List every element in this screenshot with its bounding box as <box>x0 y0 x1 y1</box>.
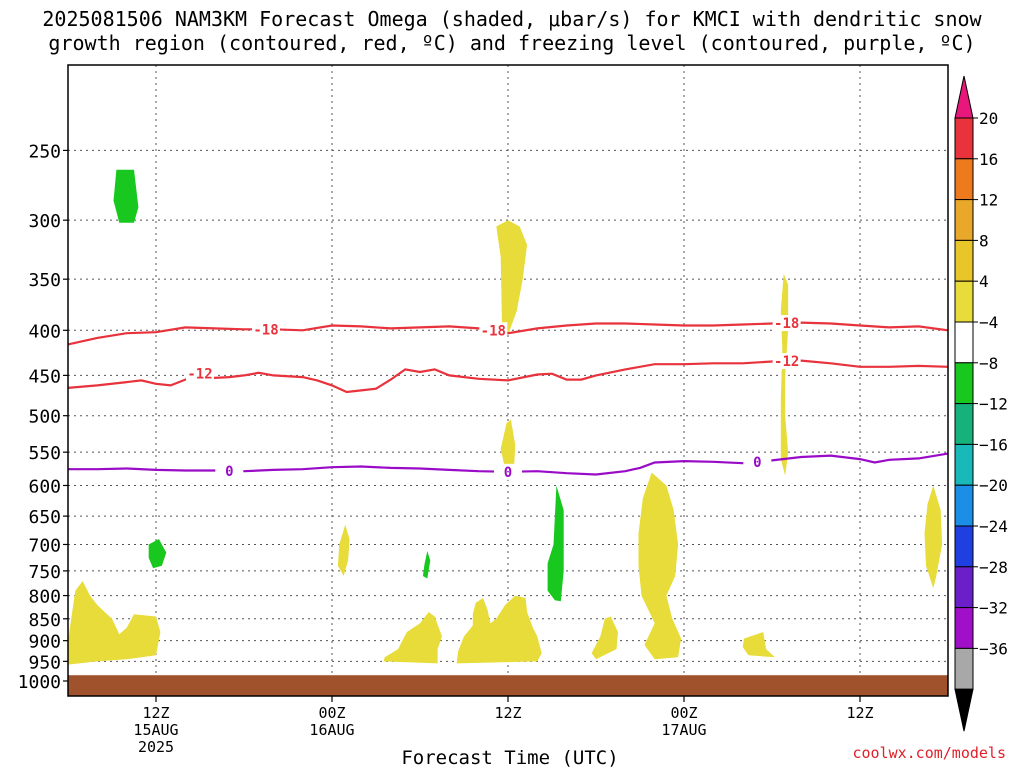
omega-region-pos <box>456 595 542 664</box>
contour-label: -12 <box>187 367 212 383</box>
colorbar-band <box>954 321 974 364</box>
omega-region-pos <box>383 612 442 664</box>
chart-title-line-2: growth region (contoured, red, ºC) and f… <box>48 31 976 55</box>
colorbar-band <box>954 239 974 282</box>
colorbar-band <box>954 362 974 405</box>
colorbar-band <box>954 525 974 568</box>
contour-label-bg <box>772 353 801 370</box>
x-tick-label: 16AUG <box>309 721 354 739</box>
colorbar-band <box>954 607 974 649</box>
colorbar-label: 20 <box>979 109 998 128</box>
colorbar-band <box>954 158 974 201</box>
y-tick-label: 800 <box>28 587 61 608</box>
contour-label: 0 <box>504 465 512 481</box>
colorbar-band <box>954 117 974 160</box>
colorbar-label: −32 <box>979 599 1008 618</box>
omega-region-neg <box>422 551 431 579</box>
contour-label: -18 <box>481 323 506 339</box>
y-tick-label: 650 <box>28 507 61 528</box>
colorbar-label: −36 <box>979 639 1008 658</box>
colorbar-label: −24 <box>979 517 1008 536</box>
y-tick-label: 750 <box>28 562 61 583</box>
y-tick-label: 350 <box>28 270 61 291</box>
x-tick-label: 15AUG <box>133 721 178 739</box>
x-tick-label: 12Z <box>846 704 873 722</box>
contour-label-bg <box>215 462 244 479</box>
y-tick-label: 950 <box>28 652 61 673</box>
colorbar-bottom-arrow <box>954 688 974 732</box>
colorbar-band <box>954 647 974 690</box>
ground-band <box>68 675 948 696</box>
omega-region-neg <box>113 169 139 223</box>
x-tick-label: 12Z <box>142 704 169 722</box>
colorbar-band <box>954 403 974 445</box>
colorbar-band <box>954 199 974 241</box>
contour-label: -12 <box>774 354 799 370</box>
colorbar-band <box>954 443 974 486</box>
y-tick-label: 1000 <box>18 672 61 693</box>
colorbar-label: −20 <box>979 476 1008 495</box>
colorbar-label: −28 <box>979 558 1008 577</box>
contour-label: 0 <box>225 464 233 480</box>
omega-region-pos <box>742 632 775 658</box>
colorbar-band <box>954 566 974 609</box>
y-tick-label: 250 <box>28 141 61 162</box>
watermark: coolwx.com/models <box>852 744 1006 762</box>
colorbar-label: 16 <box>979 150 998 169</box>
omega-region-pos <box>337 524 350 576</box>
omega-region-pos <box>496 220 528 335</box>
omega-region-pos <box>68 581 161 665</box>
x-tick-label: 12Z <box>494 704 521 722</box>
x-tick-label: 17AUG <box>661 721 706 739</box>
y-tick-label: 700 <box>28 535 61 556</box>
y-tick-label: 450 <box>28 366 61 387</box>
contour-label-bg <box>743 453 772 470</box>
colorbar-label: −4 <box>979 313 998 332</box>
contour-label-bg <box>772 315 801 332</box>
x-axis-label: Forecast Time (UTC) <box>401 747 618 768</box>
colorbar-label: 12 <box>979 191 998 210</box>
contour-label-bg <box>252 321 280 338</box>
contour-label-bg <box>479 322 508 339</box>
colorbar-label: −16 <box>979 435 1008 454</box>
omega-region-pos <box>924 485 943 589</box>
colorbar-label: 4 <box>979 272 989 291</box>
x-tick-label: 00Z <box>318 704 345 722</box>
contour-label: 0 <box>753 455 761 471</box>
contour-label-bg <box>494 463 522 480</box>
y-tick-label: 550 <box>28 443 61 464</box>
chart-title-line-1: 2025081506 NAM3KM Forecast Omega (shaded… <box>42 7 982 31</box>
omega-region-pos <box>591 616 618 660</box>
y-tick-label: 300 <box>28 211 61 232</box>
colorbar-label: −12 <box>979 395 1008 414</box>
omega-region-pos <box>638 472 682 660</box>
x-tick-label: 00Z <box>670 704 697 722</box>
colorbar-label: 8 <box>979 231 989 250</box>
x-tick-label: 2025 <box>138 738 174 756</box>
colorbar-band <box>954 280 974 323</box>
colorbar-band <box>954 484 974 527</box>
colorbar-label: −8 <box>979 354 998 373</box>
y-tick-label: 850 <box>28 610 61 631</box>
y-tick-label: 600 <box>28 476 61 497</box>
contour-label-bg <box>186 365 214 382</box>
y-tick-label: 500 <box>28 407 61 428</box>
contour-label: -18 <box>253 322 278 338</box>
colorbar-top-arrow <box>954 75 974 119</box>
y-tick-label: 900 <box>28 632 61 653</box>
omega-region-neg <box>148 539 167 569</box>
contour-label: -18 <box>774 316 799 332</box>
y-tick-label: 400 <box>28 321 61 342</box>
omega-region-neg <box>547 485 564 602</box>
